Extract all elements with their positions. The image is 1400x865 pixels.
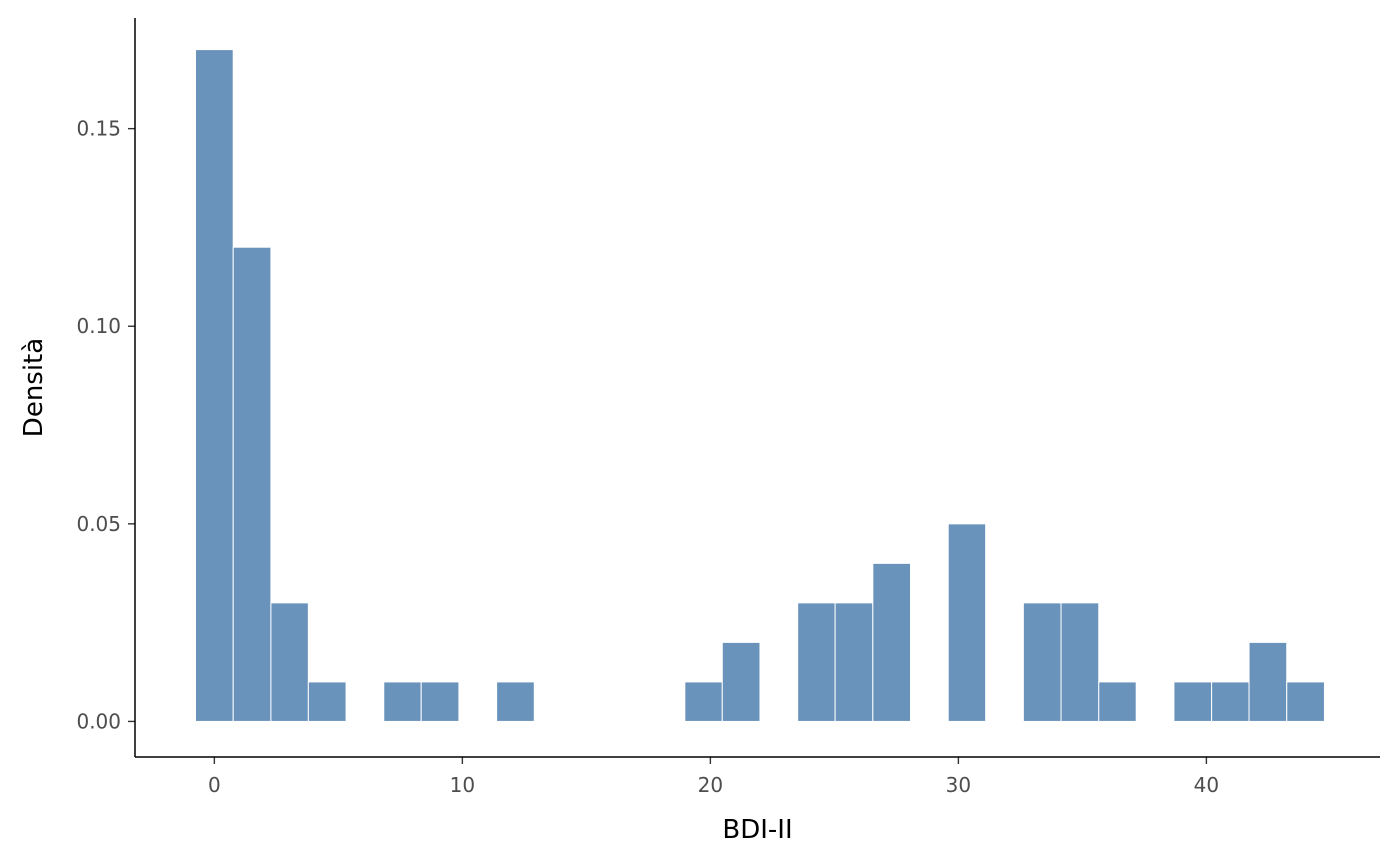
histogram-bar-4 [383, 681, 422, 722]
histogram-bar-19 [1286, 681, 1325, 722]
y-tick-label-0: 0.00 [76, 709, 121, 733]
x-tick-label-3: 30 [946, 773, 971, 797]
histogram-bar-13 [1022, 602, 1062, 722]
y-axis-title: Densità [19, 338, 49, 437]
histogram-bar-14 [1060, 602, 1100, 722]
histogram-bar-18 [1248, 641, 1288, 722]
y-tick-label-1: 0.05 [76, 512, 121, 536]
histogram-bar-7 [684, 681, 723, 722]
histogram-bar-6 [496, 681, 535, 722]
y-tick-label-3: 0.15 [76, 117, 121, 141]
y-axis-ticks: 0.00 0.05 0.10 0.15 [76, 117, 135, 733]
x-tick-label-2: 20 [698, 773, 723, 797]
histogram-bar-3 [307, 681, 347, 722]
x-axis-ticks: 0 10 20 30 40 [208, 757, 1219, 797]
histogram-bar-15 [1098, 681, 1137, 722]
histogram-bar-17 [1211, 681, 1250, 722]
histogram-bar-16 [1173, 681, 1213, 722]
histogram-bar-10 [834, 602, 874, 722]
histogram-bar-12 [947, 523, 987, 722]
histogram-bar-8 [721, 641, 761, 722]
histogram-bars [195, 49, 1325, 722]
x-axis-title: BDI-II [722, 815, 792, 845]
histogram-bar-11 [872, 562, 912, 722]
x-tick-label-4: 40 [1194, 773, 1219, 797]
x-tick-label-0: 0 [208, 773, 221, 797]
y-tick-label-2: 0.10 [76, 314, 121, 338]
histogram-bar-1 [232, 246, 272, 722]
histogram-bar-0 [195, 49, 234, 722]
histogram-bar-5 [420, 681, 460, 722]
x-tick-label-1: 10 [450, 773, 475, 797]
histogram-bar-2 [270, 602, 309, 722]
histogram-bar-9 [797, 602, 836, 722]
